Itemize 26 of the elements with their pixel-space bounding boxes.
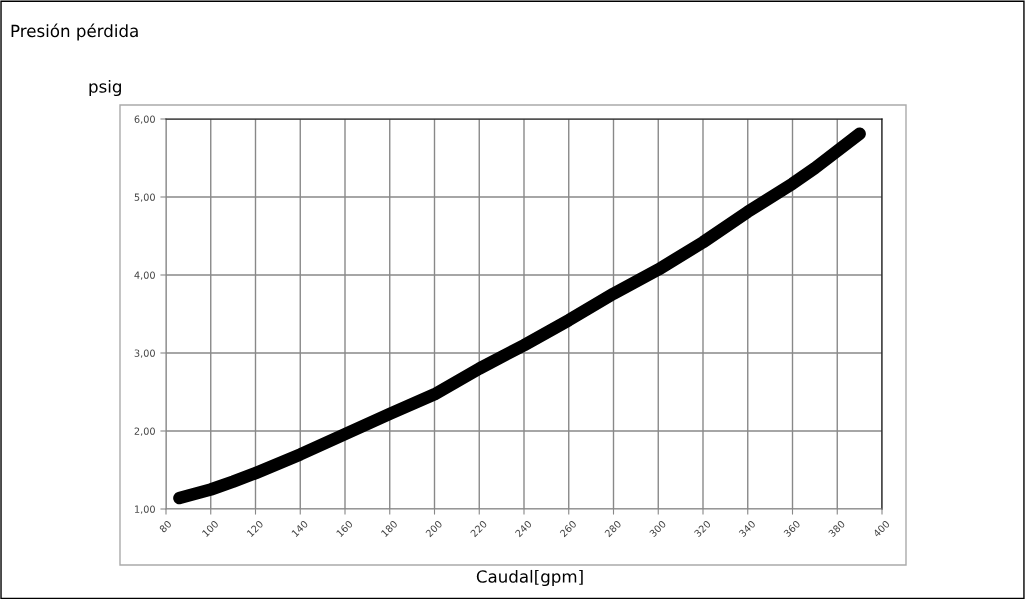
x-axis-title: Caudal[gpm] <box>476 569 583 587</box>
x-tick-label: 340 <box>738 519 756 538</box>
x-tick-label: 240 <box>514 519 533 538</box>
x-tick-label: 280 <box>604 519 622 538</box>
x-tick-label: 200 <box>425 519 443 538</box>
x-tick-label: 320 <box>693 519 712 538</box>
y-tick-label: 1,00 <box>135 505 155 514</box>
x-tick-label: 380 <box>828 519 846 538</box>
chart-title: Presión pérdida <box>11 23 138 41</box>
x-tick-label: 300 <box>649 519 667 538</box>
y-tick-label: 6,00 <box>134 115 155 124</box>
y-tick-label: 5,00 <box>134 193 155 202</box>
y-tick-label: 3,00 <box>134 349 155 358</box>
x-tick-label: 160 <box>335 519 354 538</box>
y-axis-title: psig <box>89 79 121 97</box>
x-tick-label: 120 <box>246 519 264 538</box>
x-tick-label: 260 <box>559 519 577 538</box>
x-tick-label: 400 <box>872 519 891 538</box>
x-tick-label: 140 <box>291 519 309 538</box>
y-tick-label: 4,00 <box>134 271 155 280</box>
x-tick-label: 100 <box>201 519 219 538</box>
y-tick-label: 2,00 <box>134 427 155 436</box>
x-tick-label: 80 <box>158 519 172 534</box>
x-tick-label: 220 <box>469 519 488 538</box>
x-tick-label: 360 <box>783 519 801 538</box>
x-tick-label: 180 <box>380 519 398 538</box>
